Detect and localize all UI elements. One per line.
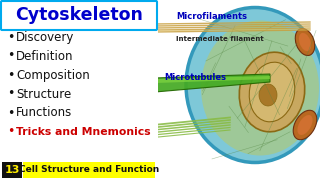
Polygon shape bbox=[155, 74, 270, 92]
Text: •: • bbox=[7, 69, 14, 82]
Ellipse shape bbox=[186, 8, 320, 163]
Text: Composition: Composition bbox=[16, 69, 90, 82]
Text: Functions: Functions bbox=[16, 107, 72, 120]
Ellipse shape bbox=[249, 62, 295, 122]
FancyBboxPatch shape bbox=[1, 1, 157, 30]
Text: Cell Structure and Function: Cell Structure and Function bbox=[19, 165, 159, 174]
Text: Cytoskeleton: Cytoskeleton bbox=[15, 6, 143, 24]
Ellipse shape bbox=[259, 84, 277, 106]
Text: Tricks and Mnemonics: Tricks and Mnemonics bbox=[16, 127, 151, 137]
Text: Definition: Definition bbox=[16, 50, 74, 62]
Text: •: • bbox=[7, 125, 14, 138]
Ellipse shape bbox=[297, 115, 313, 135]
FancyBboxPatch shape bbox=[0, 0, 158, 180]
Text: Microfilaments: Microfilaments bbox=[176, 12, 247, 21]
Text: •: • bbox=[7, 107, 14, 120]
Text: •: • bbox=[7, 30, 14, 44]
Text: •: • bbox=[7, 50, 14, 62]
Polygon shape bbox=[155, 76, 270, 83]
Text: Discovery: Discovery bbox=[16, 30, 74, 44]
Ellipse shape bbox=[295, 28, 315, 55]
Ellipse shape bbox=[239, 52, 305, 132]
Ellipse shape bbox=[201, 21, 319, 156]
Text: Intermediate filament: Intermediate filament bbox=[176, 36, 264, 42]
Text: Microtubules: Microtubules bbox=[164, 73, 226, 82]
FancyBboxPatch shape bbox=[23, 162, 155, 178]
Text: Structure: Structure bbox=[16, 87, 71, 100]
Text: •: • bbox=[7, 87, 14, 100]
Text: 13: 13 bbox=[4, 165, 20, 175]
Ellipse shape bbox=[293, 110, 317, 140]
Ellipse shape bbox=[299, 33, 311, 51]
FancyBboxPatch shape bbox=[2, 162, 22, 178]
